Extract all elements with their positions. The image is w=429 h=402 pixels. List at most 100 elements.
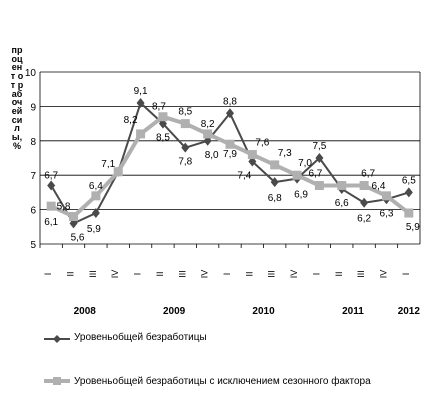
data-label-s1-14: 6,7 <box>361 169 375 180</box>
marker-s1-11 <box>292 170 302 180</box>
data-label-s0-0: 6,7 <box>44 171 58 182</box>
data-label-s0-15: 6,3 <box>380 208 394 219</box>
data-label-s0-11: 6,9 <box>294 190 308 201</box>
data-label-s0-14: 6,2 <box>357 214 371 225</box>
legend-label-seasonal: Уровеньобщей безработицы с исключением с… <box>74 376 371 387</box>
marker-s1-4 <box>136 129 146 139</box>
data-label-s0-10: 6,8 <box>268 193 282 204</box>
x-tick-3: IV <box>110 270 120 279</box>
data-label-s1-1: 5,8 <box>57 201 71 212</box>
data-label-s1-8: 7,9 <box>223 149 237 160</box>
x-axis-ticks: I II III IV I II III IV I II III IV I II III IV I <box>39 244 411 279</box>
marker-s0-4 <box>136 97 145 108</box>
legend-label-total: Уровеньобщей безработицы <box>74 332 207 343</box>
y-tick-7: 7 <box>30 171 36 182</box>
marker-s1-12 <box>314 181 324 191</box>
year-label-2008: 2008 <box>74 306 97 317</box>
data-label-s1-11: 7,0 <box>298 158 312 169</box>
y-tick-6: 6 <box>30 206 36 217</box>
data-label-s0-6: 7,8 <box>178 157 192 168</box>
y-axis-label: процент от рабочей силы, % <box>10 45 24 151</box>
x-tick-1: II <box>66 271 76 276</box>
legend-swatch-total <box>44 335 70 343</box>
y-tick-8: 8 <box>30 137 36 148</box>
data-label-s0-2: 5,9 <box>87 224 101 235</box>
marker-s0-10 <box>270 177 279 188</box>
data-label-s1-10: 7,3 <box>278 148 292 159</box>
marker-s0-16 <box>404 187 413 198</box>
x-tick-0: I <box>43 273 53 276</box>
data-label-s0-3: 7,1 <box>101 159 115 170</box>
data-label-s0-12: 7,5 <box>312 141 326 152</box>
marker-s0-0 <box>47 180 56 191</box>
marker-s1-0 <box>46 201 56 211</box>
data-label-s1-4: 8,2 <box>124 115 138 126</box>
legend-item-seasonal: Уровеньобщей безработицы с исключением с… <box>44 376 424 392</box>
marker-s1-13 <box>337 181 347 191</box>
year-label-2012: 2012 <box>398 306 421 317</box>
marker-s1-9 <box>247 150 257 160</box>
x-tick-13: II <box>334 271 344 276</box>
marker-s0-14 <box>360 197 369 208</box>
data-label-s1-9: 7,6 <box>255 138 269 149</box>
marker-s1-8 <box>225 139 235 149</box>
x-tick-4: I <box>133 273 143 276</box>
data-label-s0-5: 8,5 <box>156 133 170 144</box>
marker-s1-3 <box>113 167 123 177</box>
marker-s1-2 <box>91 191 101 201</box>
x-tick-2: III <box>88 270 98 278</box>
y-tick-10: 10 <box>25 68 37 79</box>
marker-s0-8 <box>226 108 234 119</box>
data-label-s0-4: 9,1 <box>134 86 148 97</box>
x-tick-12: I <box>311 273 321 276</box>
legend-item-total: Уровеньобщей безработицы <box>44 332 424 348</box>
x-tick-5: II <box>155 271 165 276</box>
year-label-2010: 2010 <box>252 306 275 317</box>
data-labels: 6,75,65,97,19,18,57,88,08,87,46,8 6,97,56… <box>44 86 420 243</box>
year-label-2009: 2009 <box>163 306 186 317</box>
x-tick-10: III <box>267 270 277 278</box>
data-label-s0-13: 6,6 <box>335 198 349 209</box>
data-label-s1-16: 5,9 <box>406 222 420 233</box>
data-label-s1-12: 6,7 <box>308 169 322 180</box>
data-label-s0-8: 8,8 <box>223 96 237 107</box>
x-tick-9: II <box>244 271 254 276</box>
marker-s1-10 <box>270 160 280 170</box>
data-label-s0-9: 7,4 <box>237 170 251 181</box>
data-label-s0-1: 5,6 <box>71 232 85 243</box>
x-tick-7: IV <box>200 270 210 279</box>
year-labels: 2008 2009 2010 2011 2012 <box>74 306 421 317</box>
x-tick-16: I <box>401 273 411 276</box>
data-label-s0-16: 6,5 <box>402 175 416 186</box>
y-tick-5: 5 <box>30 240 36 251</box>
x-tick-11: IV <box>289 270 299 279</box>
x-tick-15: IV <box>378 270 388 279</box>
year-label-2011: 2011 <box>342 306 364 317</box>
marker-s1-15 <box>381 191 391 201</box>
data-label-s0-7: 8,0 <box>205 150 219 161</box>
series-markers <box>46 97 414 229</box>
marker-s0-6 <box>181 142 190 153</box>
marker-s1-14 <box>359 181 369 191</box>
data-label-s1-0: 6,1 <box>44 217 58 228</box>
marker-s1-1 <box>69 211 79 221</box>
marker-s0-2 <box>91 208 100 219</box>
y-axis-ticks: 5 6 7 8 9 10 <box>25 68 37 251</box>
marker-s1-5 <box>158 112 168 122</box>
marker-s0-12 <box>315 153 324 163</box>
legend-swatch-seasonal <box>44 377 70 385</box>
marker-s1-16 <box>404 208 414 218</box>
data-label-s1-15: 6,4 <box>372 181 386 192</box>
x-tick-6: III <box>177 270 187 278</box>
marker-s1-7 <box>203 129 213 139</box>
marker-s1-6 <box>180 119 190 129</box>
x-tick-14: III <box>356 270 366 278</box>
data-label-s1-6: 8,5 <box>178 107 192 118</box>
data-label-s1-7: 8,2 <box>201 119 215 130</box>
grid-lines <box>39 71 421 245</box>
data-label-s1-5: 8,7 <box>152 102 166 113</box>
y-tick-9: 9 <box>30 102 36 113</box>
x-tick-8: I <box>222 273 232 276</box>
data-label-s1-2: 6,4 <box>89 181 103 192</box>
